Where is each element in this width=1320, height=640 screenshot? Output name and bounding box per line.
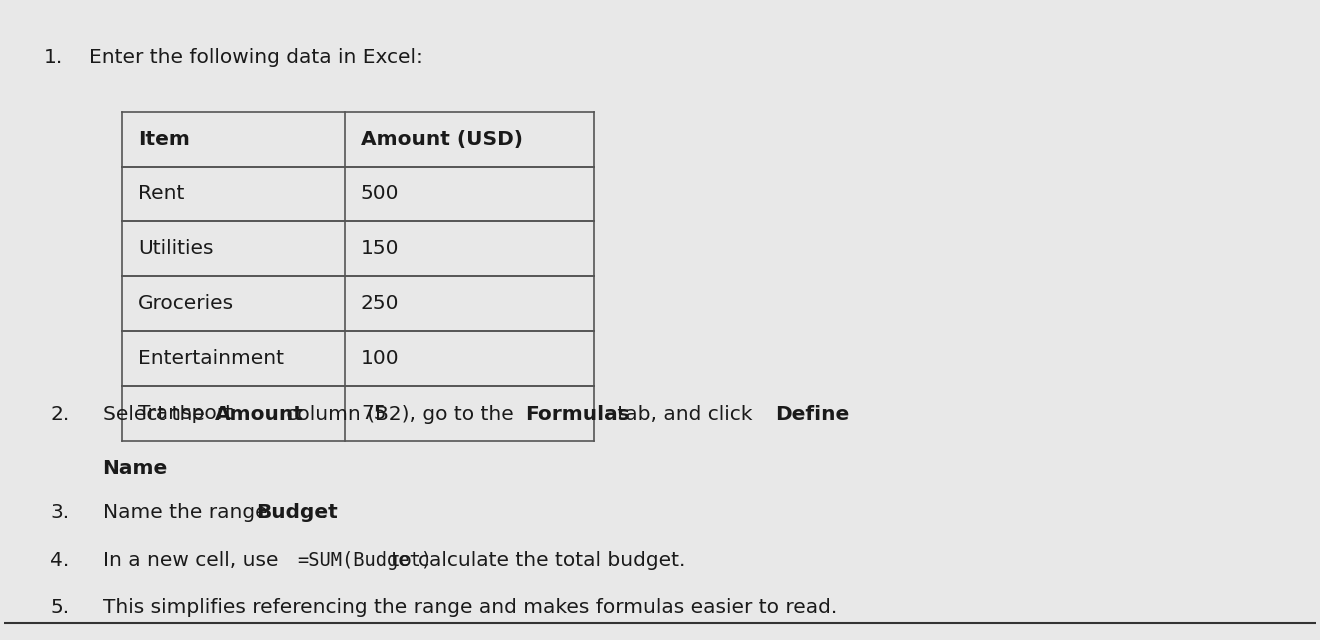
Text: tab, and click: tab, and click bbox=[611, 405, 759, 424]
Text: 150: 150 bbox=[360, 239, 400, 259]
Text: Name: Name bbox=[103, 459, 168, 478]
Text: Define: Define bbox=[775, 405, 849, 424]
Text: Select the: Select the bbox=[103, 405, 211, 424]
Text: 1.: 1. bbox=[44, 49, 63, 67]
Text: to calculate the total budget.: to calculate the total budget. bbox=[385, 550, 685, 570]
Text: Transport: Transport bbox=[139, 404, 232, 423]
Text: Entertainment: Entertainment bbox=[139, 349, 284, 369]
Text: 3.: 3. bbox=[50, 503, 69, 522]
Text: Rent: Rent bbox=[139, 184, 185, 204]
Text: 250: 250 bbox=[360, 294, 400, 314]
Text: 5.: 5. bbox=[50, 598, 69, 617]
Text: Enter the following data in Excel:: Enter the following data in Excel: bbox=[90, 49, 424, 67]
Text: .: . bbox=[321, 503, 327, 522]
Text: 75: 75 bbox=[360, 404, 387, 423]
Text: 4.: 4. bbox=[50, 550, 70, 570]
Text: Budget: Budget bbox=[256, 503, 338, 522]
Text: Amount (USD): Amount (USD) bbox=[360, 129, 523, 148]
Text: Formulas: Formulas bbox=[525, 405, 630, 424]
Text: Item: Item bbox=[139, 129, 190, 148]
Text: This simplifies referencing the range and makes formulas easier to read.: This simplifies referencing the range an… bbox=[103, 598, 837, 617]
Text: 100: 100 bbox=[360, 349, 400, 369]
Text: .: . bbox=[145, 459, 152, 478]
Text: column (B2), go to the: column (B2), go to the bbox=[280, 405, 520, 424]
Text: Utilities: Utilities bbox=[139, 239, 214, 259]
Text: =SUM(Budget): =SUM(Budget) bbox=[297, 550, 432, 570]
Text: Groceries: Groceries bbox=[139, 294, 234, 314]
Text: Name the range: Name the range bbox=[103, 503, 273, 522]
Text: Amount: Amount bbox=[215, 405, 304, 424]
Text: 2.: 2. bbox=[50, 405, 70, 424]
Text: In a new cell, use: In a new cell, use bbox=[103, 550, 284, 570]
Text: 500: 500 bbox=[360, 184, 400, 204]
